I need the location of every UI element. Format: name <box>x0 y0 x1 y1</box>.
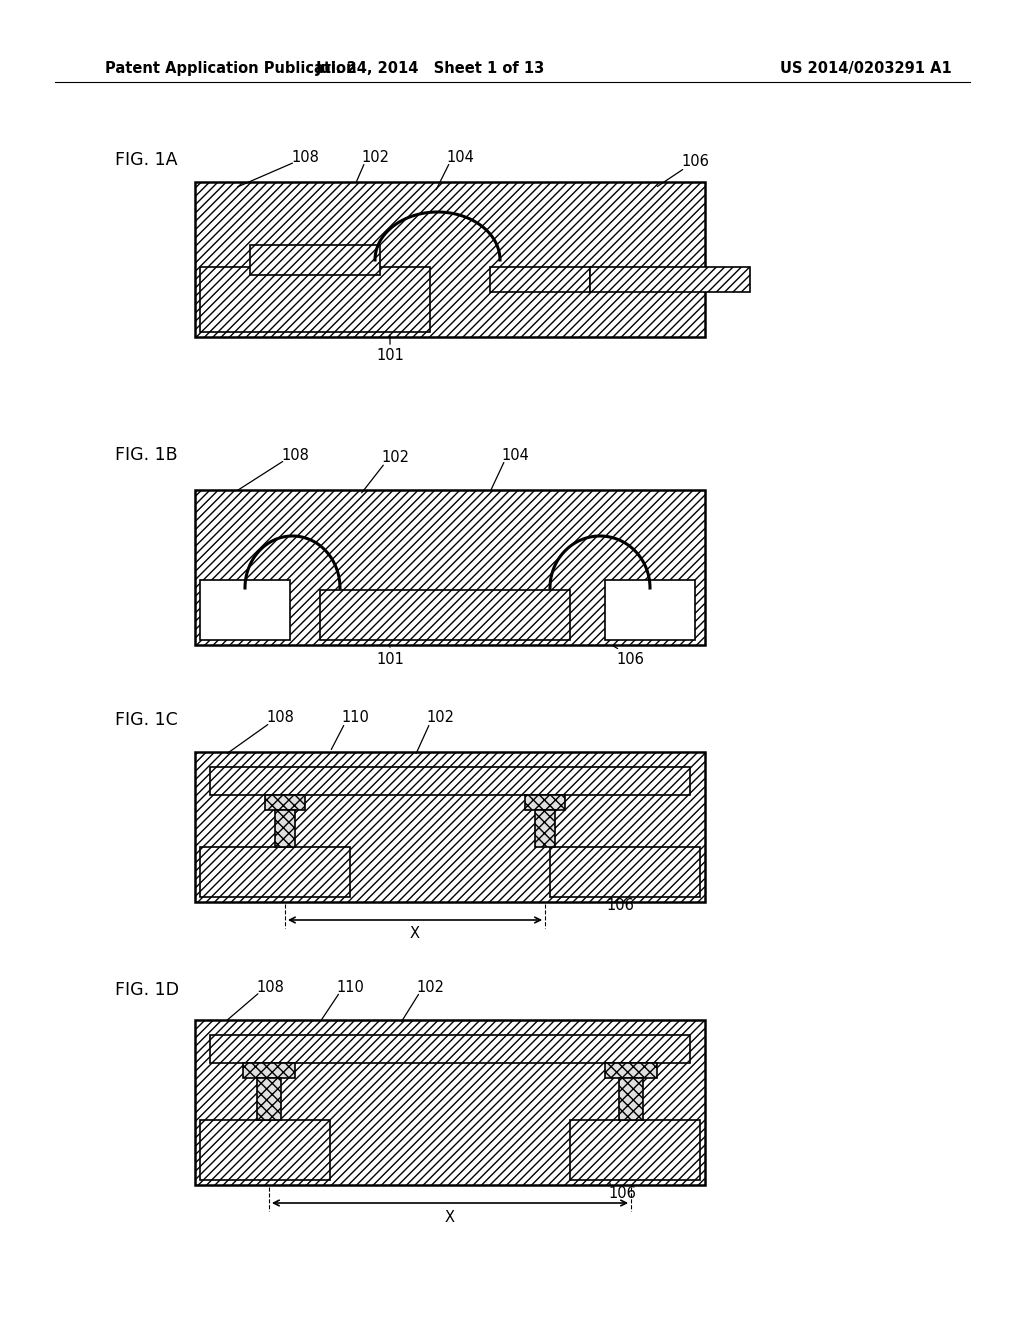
Bar <box>257 1078 281 1119</box>
Text: US 2014/0203291 A1: US 2014/0203291 A1 <box>780 61 951 75</box>
Bar <box>590 267 750 292</box>
Bar <box>618 1078 643 1119</box>
Text: X: X <box>445 1209 455 1225</box>
Bar <box>535 810 555 847</box>
Bar <box>200 847 350 898</box>
Bar <box>525 795 565 810</box>
Bar <box>550 847 700 898</box>
Text: X: X <box>410 927 420 941</box>
Bar <box>195 752 705 902</box>
Bar <box>200 1119 330 1180</box>
Text: 102: 102 <box>416 979 444 994</box>
Text: 102: 102 <box>361 150 389 165</box>
Bar <box>210 1035 690 1063</box>
Bar <box>243 1063 295 1078</box>
Text: 104: 104 <box>446 150 474 165</box>
Bar <box>250 246 380 275</box>
Text: FIG. 1C: FIG. 1C <box>115 711 178 729</box>
Text: FIG. 1D: FIG. 1D <box>115 981 179 999</box>
Text: 108: 108 <box>266 710 294 726</box>
Bar <box>195 1020 705 1185</box>
Bar <box>319 590 570 640</box>
Bar <box>200 267 430 333</box>
Bar <box>570 1119 700 1180</box>
Text: Patent Application Publication: Patent Application Publication <box>105 61 356 75</box>
Text: 108: 108 <box>256 979 284 994</box>
Text: 110: 110 <box>341 710 369 726</box>
Text: 106: 106 <box>606 898 634 912</box>
Bar <box>210 767 690 795</box>
Bar <box>605 579 695 640</box>
Text: 104: 104 <box>501 447 529 462</box>
Text: 106: 106 <box>616 652 644 668</box>
Text: 102: 102 <box>381 450 409 466</box>
Text: 108: 108 <box>291 150 318 165</box>
Text: 101: 101 <box>376 348 403 363</box>
Text: 106: 106 <box>608 1185 636 1200</box>
Text: FIG. 1B: FIG. 1B <box>115 446 177 465</box>
Text: Jul. 24, 2014   Sheet 1 of 13: Jul. 24, 2014 Sheet 1 of 13 <box>315 61 545 75</box>
Bar <box>195 490 705 645</box>
Bar <box>265 795 305 810</box>
Text: FIG. 1A: FIG. 1A <box>115 150 177 169</box>
Bar <box>275 810 295 847</box>
Bar <box>605 1063 657 1078</box>
Bar <box>490 267 590 292</box>
Text: 108: 108 <box>281 447 309 462</box>
Bar <box>200 579 290 640</box>
Text: 102: 102 <box>426 710 454 726</box>
Text: 101: 101 <box>376 652 403 668</box>
Bar <box>195 182 705 337</box>
Text: 110: 110 <box>336 979 364 994</box>
Text: 106: 106 <box>681 154 709 169</box>
